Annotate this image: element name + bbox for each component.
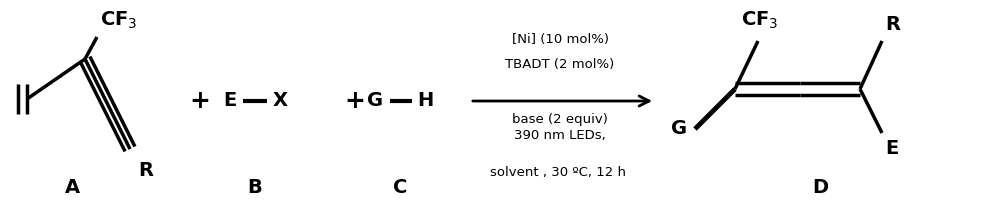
Text: E: E <box>223 92 237 111</box>
Text: CF$_3$: CF$_3$ <box>100 10 137 31</box>
Text: C: C <box>393 178 407 197</box>
Text: G: G <box>367 92 383 111</box>
Text: TBADT (2 mol%): TBADT (2 mol%) <box>505 58 615 71</box>
Text: A: A <box>64 178 80 197</box>
Text: solvent , 30 ºC, 12 h: solvent , 30 ºC, 12 h <box>490 166 626 179</box>
Text: R: R <box>138 161 153 180</box>
Text: D: D <box>812 178 828 197</box>
Text: CF$_3$: CF$_3$ <box>741 10 779 31</box>
Text: B: B <box>248 178 262 197</box>
Text: 390 nm LEDs,: 390 nm LEDs, <box>514 129 606 142</box>
Text: X: X <box>272 92 288 111</box>
Text: base (2 equiv): base (2 equiv) <box>512 113 608 126</box>
Text: +: + <box>345 89 365 113</box>
Text: +: + <box>190 89 210 113</box>
Text: R: R <box>885 15 900 34</box>
Text: E: E <box>885 139 898 158</box>
Text: G: G <box>671 120 687 139</box>
Text: H: H <box>417 92 433 111</box>
Text: [Ni] (10 mol%): [Ni] (10 mol%) <box>512 33 608 46</box>
